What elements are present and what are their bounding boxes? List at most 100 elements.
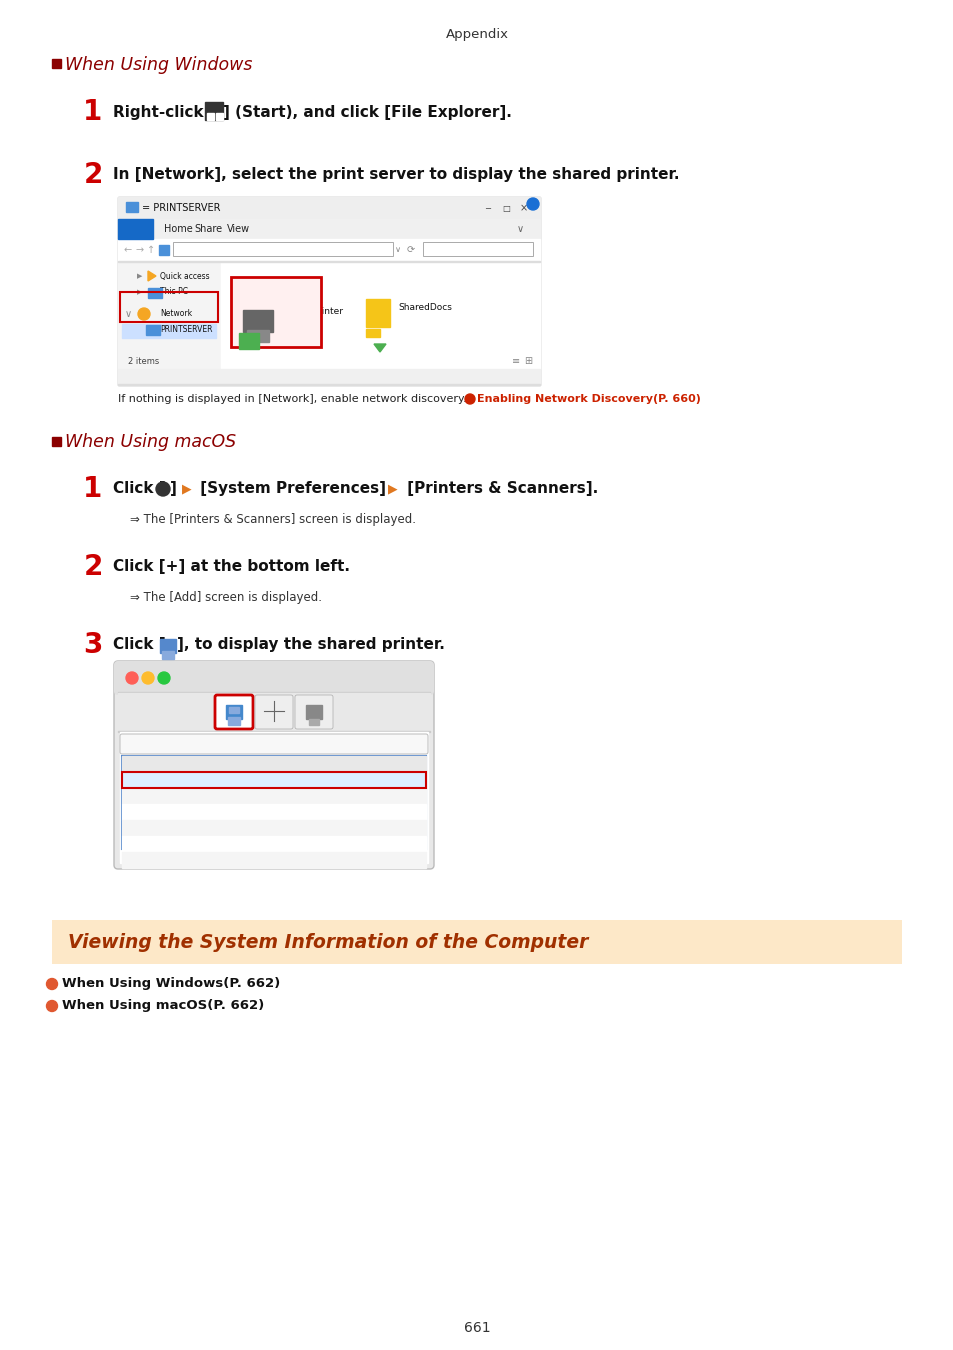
Bar	[118, 262, 220, 369]
Text: When Using macOS(P. 662): When Using macOS(P. 662)	[62, 999, 264, 1012]
Text: 2 items: 2 items	[128, 356, 159, 366]
Bar	[239, 333, 258, 350]
Bar	[122, 805, 426, 819]
Text: ↑: ↑	[147, 244, 155, 255]
Text: ∨: ∨	[124, 309, 132, 319]
Text: Click [: Click [	[112, 637, 166, 652]
Bar	[52, 437, 61, 446]
Bar	[221, 262, 539, 369]
Text: 1: 1	[83, 99, 103, 126]
Text: = PRINTSERVER: = PRINTSERVER	[142, 202, 220, 213]
Text: [Printers & Scanners].: [Printers & Scanners].	[401, 482, 598, 497]
Bar	[229, 707, 239, 713]
Text: If nothing is displayed in [Network], enable network discovery.: If nothing is displayed in [Network], en…	[118, 394, 470, 404]
Bar	[118, 239, 539, 261]
Text: 3: 3	[83, 630, 103, 659]
Text: ─: ─	[485, 204, 490, 212]
Bar	[122, 324, 215, 338]
Bar	[207, 113, 213, 120]
Text: Quick access: Quick access	[160, 271, 210, 281]
Bar	[122, 756, 426, 772]
Bar	[309, 720, 318, 725]
Text: 661: 661	[463, 1322, 490, 1335]
Bar	[160, 639, 175, 653]
Bar	[120, 732, 428, 863]
Text: ▶: ▶	[137, 289, 143, 296]
Bar	[306, 705, 322, 720]
Text: ⟳: ⟳	[407, 244, 415, 255]
Text: When Using Windows(P. 662): When Using Windows(P. 662)	[62, 977, 280, 991]
Bar	[366, 329, 379, 338]
FancyBboxPatch shape	[172, 242, 393, 256]
Text: i: i	[531, 201, 534, 207]
Text: 🔍 Search PRINTSERVER: 🔍 Search PRINTSERVER	[428, 246, 516, 255]
Text: Click [+] at the bottom left.: Click [+] at the bottom left.	[112, 559, 350, 575]
Text: Home: Home	[164, 224, 193, 234]
Text: ∨: ∨	[516, 224, 523, 234]
Bar	[52, 59, 61, 68]
FancyBboxPatch shape	[294, 695, 333, 729]
Text: 🔍 Search: 🔍 Search	[132, 738, 174, 749]
Text: ×: ×	[519, 202, 528, 213]
Bar	[122, 772, 426, 788]
Bar	[118, 197, 539, 219]
Bar	[159, 244, 169, 255]
Bar	[118, 197, 539, 385]
Text: ⇒ The [Add] screen is displayed.: ⇒ The [Add] screen is displayed.	[130, 590, 322, 603]
Text: ⊞: ⊞	[523, 356, 532, 366]
FancyBboxPatch shape	[113, 662, 434, 695]
Bar	[52, 919, 901, 964]
Bar	[205, 103, 223, 120]
Text: →: →	[135, 244, 144, 255]
FancyBboxPatch shape	[120, 734, 428, 755]
Bar	[118, 219, 539, 239]
Bar	[366, 298, 390, 327]
Bar	[228, 717, 240, 725]
Text: Viewing the System Information of the Computer: Viewing the System Information of the Co…	[68, 933, 588, 952]
Text: □: □	[501, 204, 510, 212]
Circle shape	[47, 1000, 57, 1011]
Text: ▶: ▶	[137, 327, 143, 333]
Bar	[122, 836, 426, 852]
Bar	[118, 369, 539, 385]
Text: [System Preferences]: [System Preferences]	[194, 482, 391, 497]
Text: Add Printer: Add Printer	[239, 671, 309, 684]
Text: PRINTSERVER: PRINTSERVER	[160, 325, 213, 335]
Text: Share: Share	[193, 224, 222, 234]
Bar	[148, 288, 162, 298]
Text: When Using macOS: When Using macOS	[65, 433, 236, 451]
Text: This PC: This PC	[160, 288, 188, 297]
Bar	[122, 788, 426, 805]
Text: ∨: ∨	[395, 246, 400, 255]
Text: Enabling Network Discovery(P. 660): Enabling Network Discovery(P. 660)	[476, 394, 700, 404]
Bar	[146, 325, 160, 335]
FancyBboxPatch shape	[214, 695, 253, 729]
Bar	[162, 651, 173, 659]
Text: SharedDocs: SharedDocs	[397, 302, 452, 312]
Text: ∧ Kind: ∧ Kind	[277, 759, 314, 769]
Bar	[122, 852, 426, 868]
Bar	[122, 819, 426, 836]
Polygon shape	[374, 344, 386, 352]
Text: ] (Start), and click [File Explorer].: ] (Start), and click [File Explorer].	[223, 104, 512, 120]
Text: 1: 1	[83, 475, 103, 504]
Circle shape	[126, 672, 138, 684]
Text: Right-click [: Right-click [	[112, 104, 215, 120]
Text: ▶: ▶	[137, 273, 143, 279]
Circle shape	[142, 672, 153, 684]
Text: When Using Windows: When Using Windows	[65, 55, 253, 74]
Circle shape	[158, 672, 170, 684]
Bar	[247, 329, 269, 342]
Text: ], to display the shared printer.: ], to display the shared printer.	[177, 637, 444, 652]
Circle shape	[156, 482, 170, 495]
Bar	[243, 310, 273, 332]
Text: File: File	[125, 224, 145, 234]
Bar	[226, 705, 242, 720]
Text: Name: Name	[132, 759, 163, 769]
Text: Appendix: Appendix	[445, 28, 508, 40]
Text: ]: ]	[170, 482, 182, 497]
Text: ▶: ▶	[182, 482, 192, 495]
FancyBboxPatch shape	[254, 695, 293, 729]
Polygon shape	[148, 271, 156, 281]
FancyBboxPatch shape	[122, 756, 426, 849]
